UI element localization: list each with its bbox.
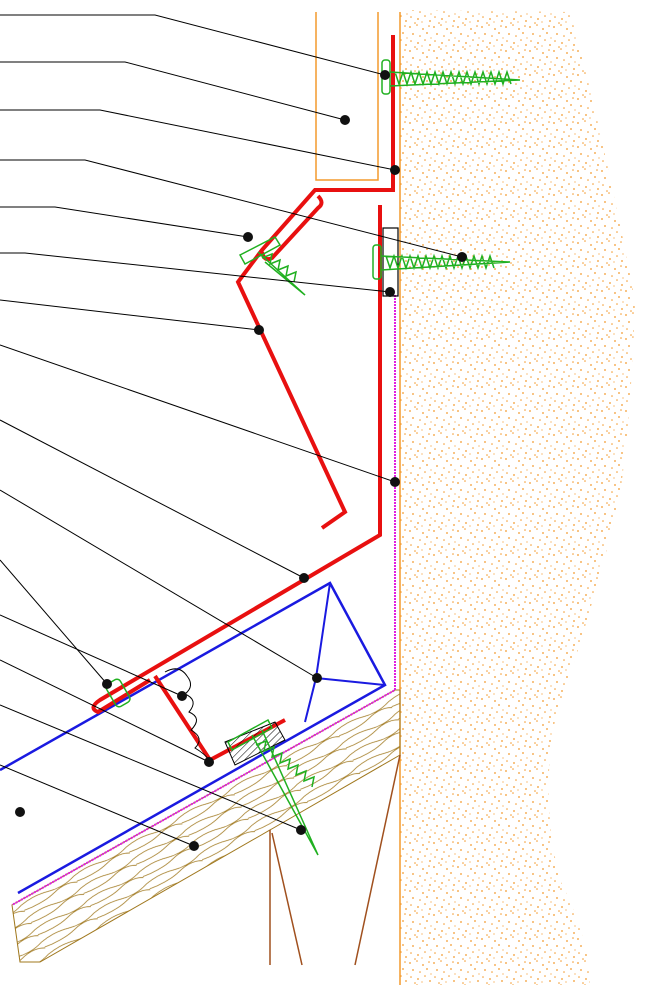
detail-drawing [0, 0, 653, 994]
panel [316, 12, 378, 180]
page [0, 0, 653, 994]
board-brace [305, 583, 385, 722]
wall [400, 10, 635, 985]
support [272, 833, 302, 965]
support [355, 755, 400, 965]
